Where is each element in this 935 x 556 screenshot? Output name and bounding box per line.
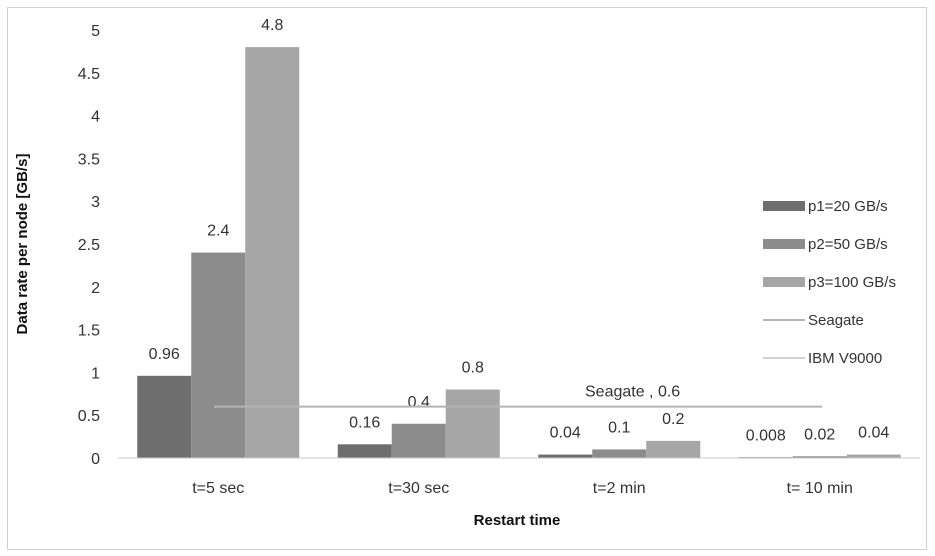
y-tick-label: 0.5 [78,408,100,425]
x-axis: t=5 sec t=30 sec t=2 min t= 10 min [118,457,920,497]
data-label: 0.4 [408,394,430,411]
legend-swatch [763,201,805,211]
data-label: 0.8 [462,360,484,377]
legend-label: Seagate [808,312,864,329]
bar [792,456,847,458]
reference-lines: Seagate , 0.6 [214,384,822,408]
bar [137,375,192,458]
data-label: 0.04 [858,425,889,442]
y-tick-label: 3 [91,194,100,211]
bar [592,449,647,458]
reference-line-label: Seagate , 0.6 [585,384,680,401]
legend-label: p2=50 GB/s [808,236,888,253]
legend-swatch [763,277,805,287]
bars [137,47,901,459]
data-label: 0.04 [550,425,581,442]
bar [245,47,300,459]
legend: p1=20 GB/s p2=50 GB/s p3=100 GB/s Seagate IB… [763,198,896,367]
y-tick-label: 2.5 [78,237,100,254]
bar [191,252,246,458]
legend-label: p1=20 GB/s [808,198,888,215]
y-tick-label: 2 [91,280,100,297]
bar [445,389,500,458]
y-tick-label: 5 [91,23,100,40]
data-label: 0.008 [746,427,786,444]
y-axis-title: Data rate per node [GB/s] [14,154,31,335]
x-tick-label: t=30 sec [388,480,449,497]
data-label: 0.1 [608,419,630,436]
data-label: 4.8 [261,17,283,34]
legend-label: p3=100 GB/s [808,274,896,291]
legend-swatch [763,239,805,249]
y-tick-label: 4.5 [78,66,100,83]
legend-label: IBM V9000 [808,350,882,367]
bar [538,454,593,458]
x-tick-label: t=5 sec [192,480,244,497]
data-label: 0.96 [149,346,180,363]
y-tick-label: 4 [91,109,100,126]
data-label: 0.02 [804,426,835,443]
data-label: 0.2 [662,411,684,428]
x-tick-label: t=2 min [593,480,646,497]
data-label: 0.16 [349,414,380,431]
data-labels: 0.96 2.4 4.8 0.16 0.4 0.8 0.04 0.1 0.2 0.008 0.02 0… [149,17,890,444]
x-tick-label: t= 10 min [787,480,853,497]
x-axis-title: Restart time [474,512,561,529]
y-tick-label: 0 [91,451,100,468]
y-tick-label: 1 [91,365,100,382]
bar [337,444,392,458]
y-tick-label: 3.5 [78,151,100,168]
bar [391,423,446,458]
y-tick-label: 1.5 [78,323,100,340]
bar [846,454,901,458]
data-label: 2.4 [207,223,229,240]
y-axis: 0 0.5 1 1.5 2 2.5 3 3.5 4 4.5 5 [78,23,100,468]
bar [646,440,701,458]
